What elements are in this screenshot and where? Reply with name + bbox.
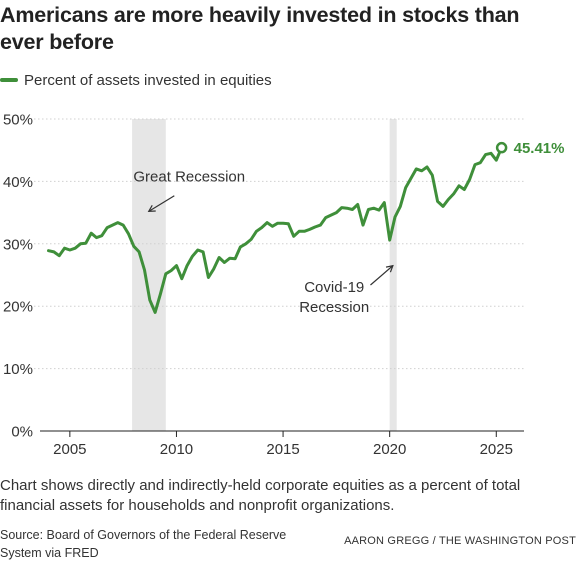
y-tick-label: 50% — [3, 112, 33, 129]
x-tick-label: 2005 — [53, 441, 86, 458]
annotation-label: Covid-19 — [304, 279, 364, 296]
annotation-arrow — [370, 265, 394, 286]
chart-title: Americans are more heavily invested in s… — [0, 3, 520, 54]
end-value-label: 45.41% — [514, 140, 565, 157]
x-tick-label: 2010 — [160, 441, 193, 458]
equities-series-line — [47, 146, 504, 314]
y-tick-label: 10% — [3, 361, 33, 378]
recession-bands — [132, 119, 397, 431]
legend: Percent of assets invested in equities — [0, 70, 272, 90]
gridlines — [34, 118, 524, 370]
annotation-arrowhead — [147, 204, 156, 213]
x-tick-label: 2015 — [266, 441, 299, 458]
legend-label: Percent of assets invested in equities — [24, 71, 272, 89]
series-line — [47, 146, 504, 314]
end-point-marker — [495, 141, 508, 154]
annotation-arrowhead — [385, 264, 394, 273]
chart-caption: Chart shows directly and indirectly-held… — [0, 477, 521, 514]
x-tick-label: 2025 — [480, 441, 513, 458]
x-axis: 2005 2010 2015 2020 2025 — [40, 430, 524, 458]
recession-band — [132, 119, 166, 431]
credit-line: AARON GREGG / THE WASHINGTON POST — [344, 535, 576, 547]
line-chart: 0% 10% 20% 30% 40% 50% 2005 2010 2015 2020 2025 G… — [3, 112, 565, 459]
y-tick-labels: 0% 10% 20% 30% 40% 50% — [3, 112, 33, 441]
y-tick-label: 30% — [3, 236, 33, 253]
legend-swatch — [0, 78, 18, 82]
y-tick-label: 0% — [11, 424, 33, 441]
annotations: Great Recession Covid-19 Recession — [133, 168, 394, 316]
source-note: Source: Board of Governors of the Federa… — [0, 528, 287, 560]
y-tick-label: 20% — [3, 299, 33, 316]
annotation-label: Great Recession — [133, 168, 245, 185]
y-tick-label: 40% — [3, 174, 33, 191]
recession-band — [389, 119, 397, 431]
annotation-arrow — [148, 195, 175, 212]
x-tick-label: 2020 — [373, 441, 406, 458]
annotation-label: Recession — [299, 299, 369, 316]
end-marker: 45.41% — [495, 140, 565, 157]
